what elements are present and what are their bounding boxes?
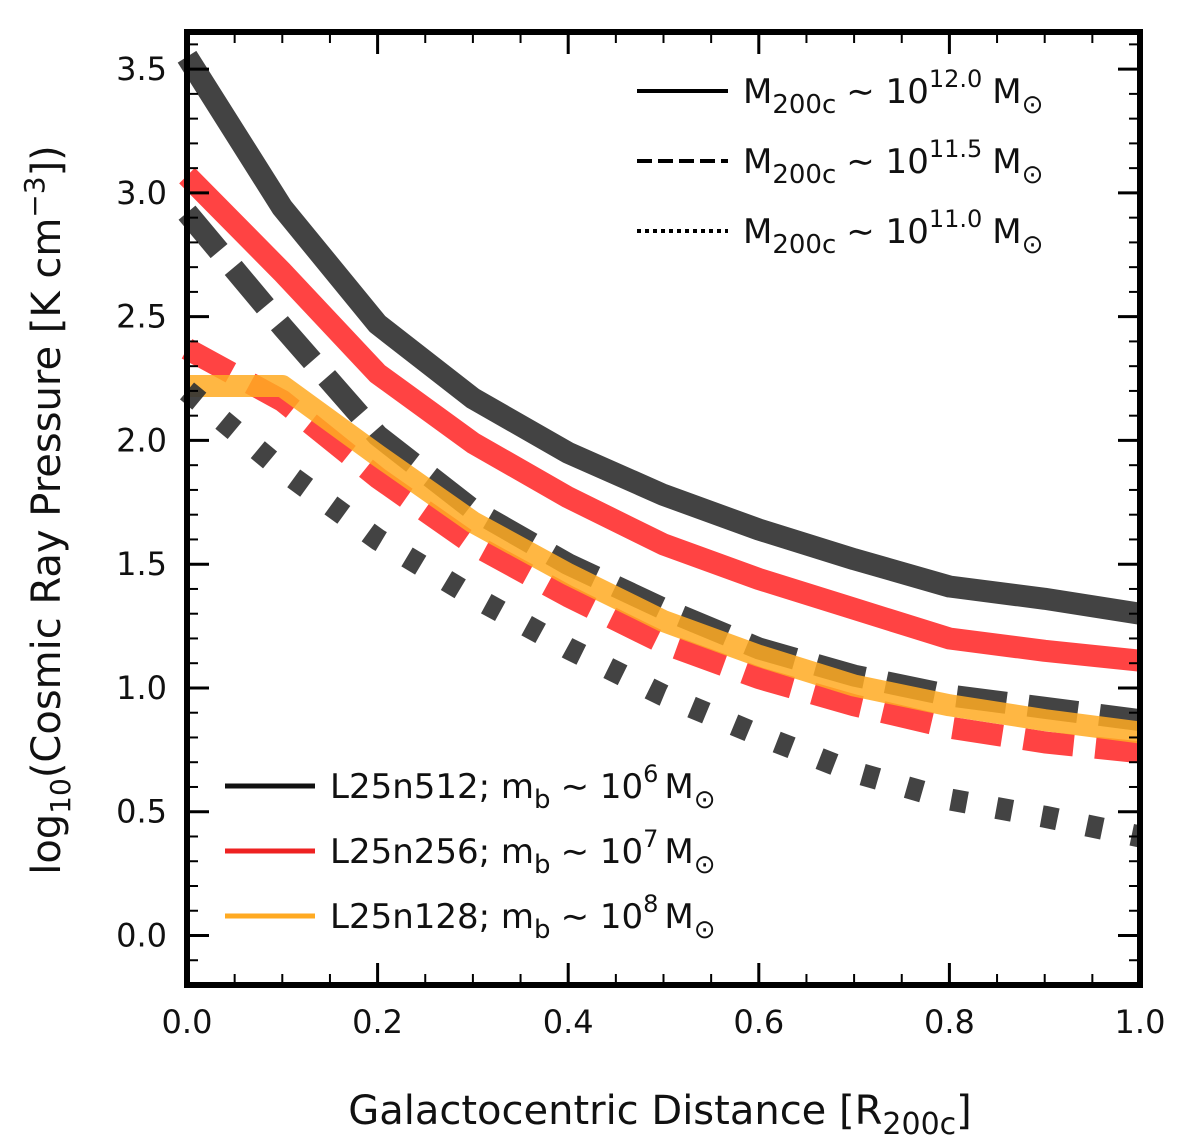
legend-mass-label-11-5: M200c ∼ 1011.5 M⊙: [743, 135, 1043, 190]
y-tick-label: 1.0: [116, 669, 167, 707]
x-tick-label: 0.4: [543, 1003, 594, 1041]
series-line-l25n256-solid-1: [179, 167, 1142, 672]
x-tick-label: 0.8: [924, 1003, 975, 1041]
x-tick-label: 1.0: [1115, 1003, 1166, 1041]
y-tick-label: 3.5: [116, 50, 167, 88]
series-layer: [177, 50, 1143, 848]
y-axis-title: log10(Cosmic Ray Pressure [K cm−3]): [18, 145, 77, 875]
y-tick-label: 2.5: [116, 298, 167, 336]
legend-res-128-label: L25n128; mb ∼ 108 M⊙: [330, 890, 716, 945]
legend-res-512-label: L25n512; mb ∼ 106 M⊙: [330, 760, 716, 815]
series-line-l25n256-dashed-3: [181, 339, 1142, 764]
y-tick-label: 1.5: [116, 545, 167, 583]
y-tick-label: 2.0: [116, 421, 167, 459]
legend-mass: M200c ∼ 1012.0 M⊙ M200c ∼ 1011.5 M⊙ M200c ∼ 1…: [637, 65, 1043, 260]
y-tick-label: 0.5: [116, 793, 167, 831]
legend-resolution: L25n512; mb ∼ 106 M⊙ L25n256; mb ∼ 107 M⊙ L2…: [225, 760, 716, 945]
x-tick-label: 0.0: [162, 1003, 213, 1041]
y-tick-label: 3.0: [116, 174, 167, 212]
legend-mass-label-12: M200c ∼ 1012.0 M⊙: [743, 65, 1043, 120]
series-line-l25n128-solid-4: [187, 375, 1142, 744]
x-axis-title: Galactocentric Distance [R200c]: [348, 1088, 972, 1142]
series-line-l25n512-dotted-5: [179, 382, 1143, 848]
x-tick-label: 0.2: [352, 1003, 403, 1041]
plot-frame: [184, 29, 1143, 988]
series-line-l25n512-solid-0: [177, 50, 1142, 625]
tick-labels: 0.0 0.2 0.4 0.6 0.8 1.0 0.0 0.5 1.0 1.5 2.0 2.5 3.0 3…: [116, 50, 1165, 1041]
x-tick-label: 0.6: [733, 1003, 784, 1041]
legend-mass-label-11: M200c ∼ 1011.0 M⊙: [743, 205, 1043, 260]
legend-res-256-label: L25n256; mb ∼ 107 M⊙: [330, 825, 716, 880]
y-tick-label: 0.0: [116, 916, 167, 954]
